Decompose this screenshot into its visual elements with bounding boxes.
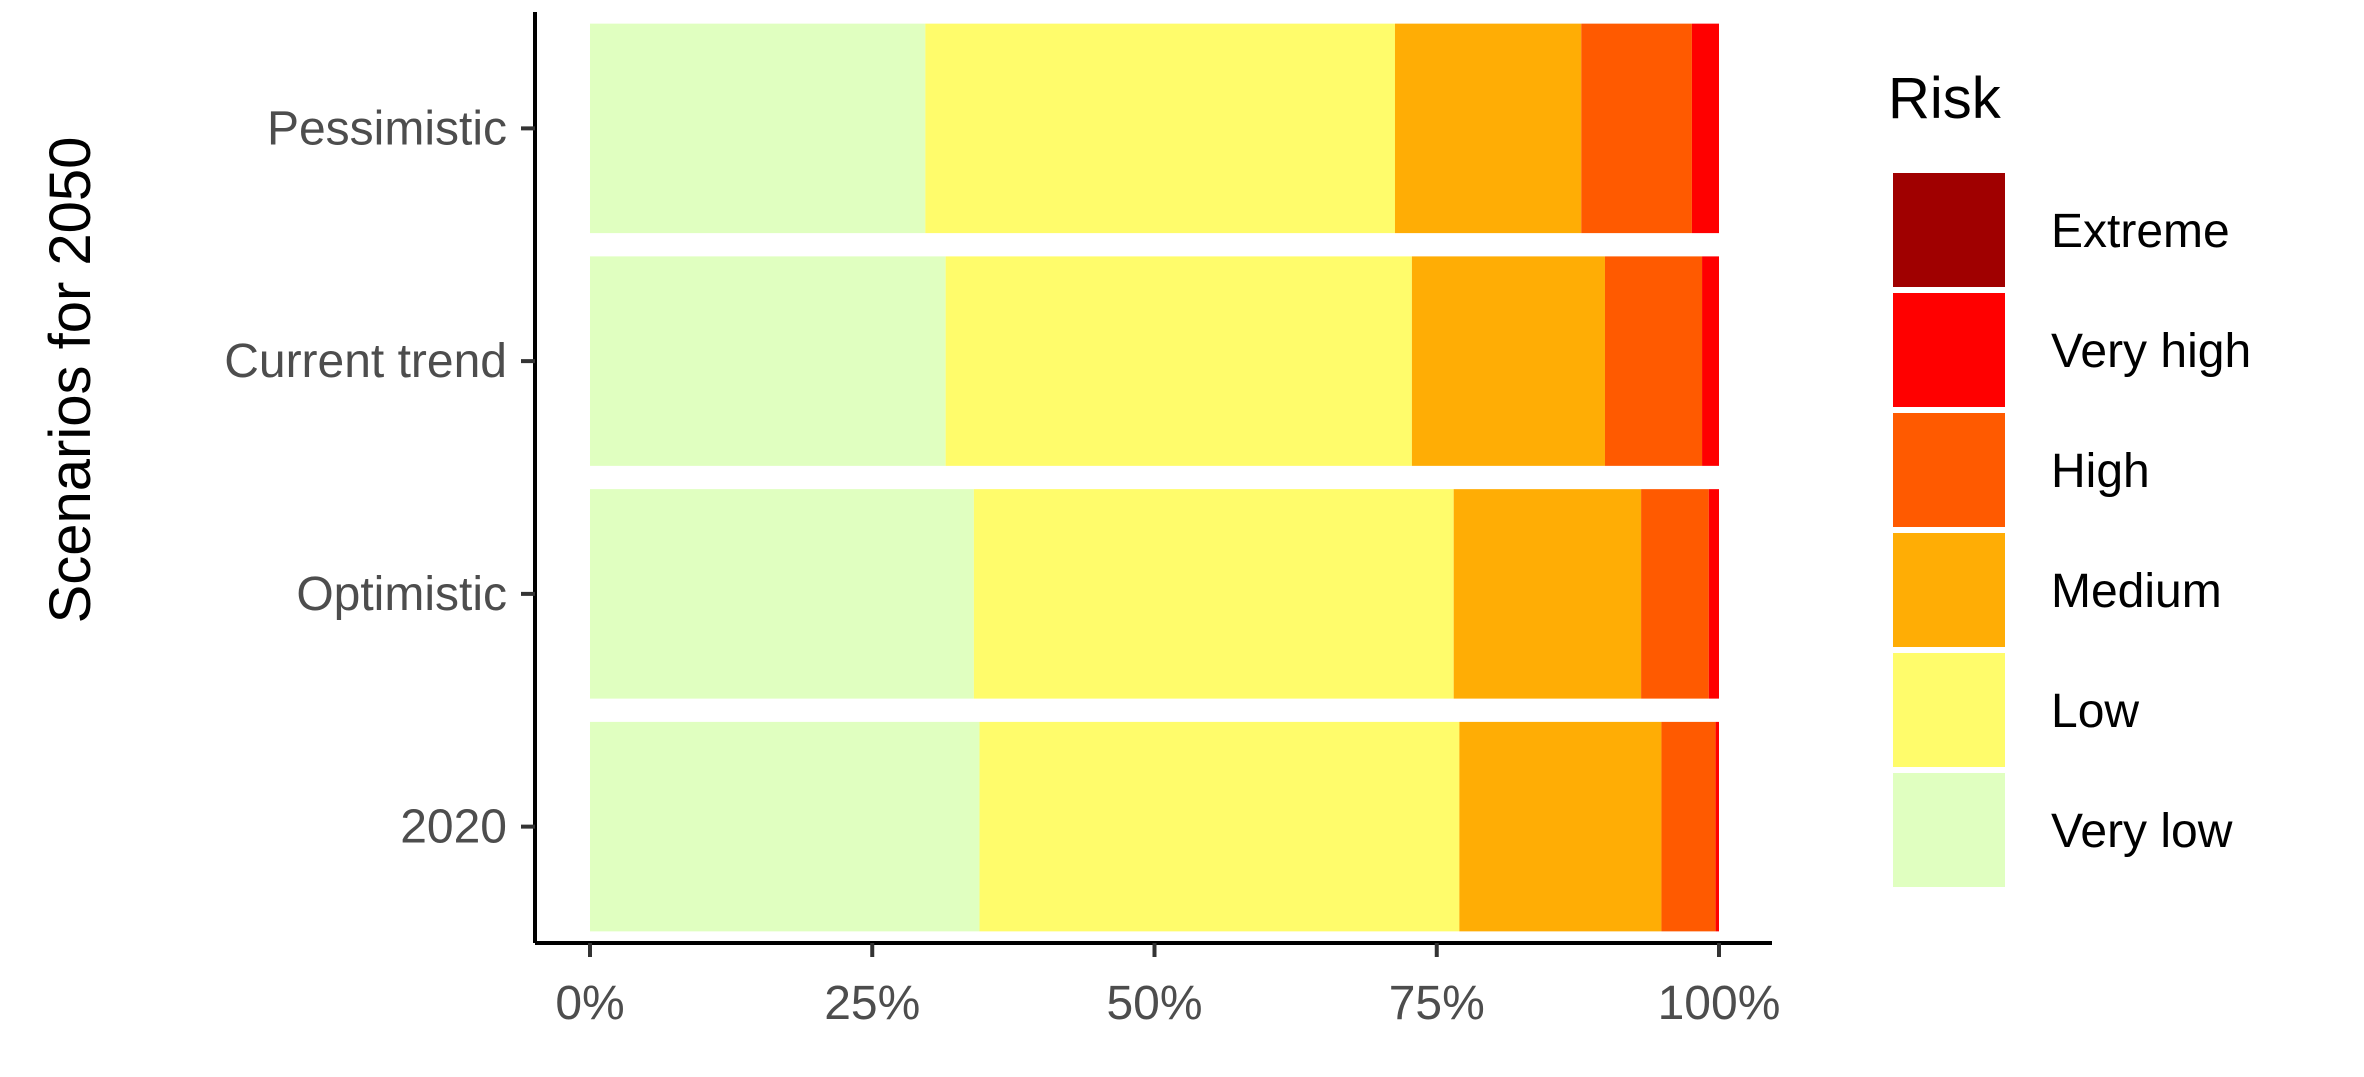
- legend-key-very-high: [1893, 293, 2005, 407]
- y-tick-label-optimistic: Optimistic: [296, 568, 507, 621]
- y-tick-label-pessimistic: Pessimistic: [267, 102, 507, 155]
- bar-pessimistic-high: [1581, 23, 1692, 234]
- bar-optimistic-high: [1641, 489, 1709, 699]
- bars-layer: [590, 23, 1719, 932]
- bar-current-trend-high: [1604, 256, 1703, 466]
- legend-key-low: [1893, 653, 2005, 767]
- y-tick-label-current-trend: Current trend: [224, 335, 507, 388]
- bar-optimistic-very-high: [1708, 489, 1719, 699]
- bar-2020-very-low: [590, 721, 980, 932]
- legend-key-high: [1893, 413, 2005, 527]
- bar-2020-low: [979, 721, 1460, 932]
- legend-label-medium: Medium: [2051, 565, 2222, 618]
- bar-2020-very-high: [1715, 721, 1719, 932]
- x-tick-label-100: 100%: [1658, 977, 1781, 1030]
- bar-pessimistic-very-low: [590, 23, 926, 234]
- legend-label-very-high: Very high: [2051, 325, 2251, 378]
- legend-key-extreme: [1893, 173, 2005, 287]
- bar-optimistic-very-low: [590, 489, 974, 699]
- legend-label-high: High: [2051, 445, 2150, 498]
- bar-2020-medium: [1459, 721, 1662, 932]
- bar-pessimistic-very-high: [1691, 23, 1719, 234]
- bar-current-trend-low: [945, 256, 1412, 466]
- axes-layer: Pessimistic Current trend Optimistic 2020 0%…: [224, 12, 1780, 1030]
- bar-current-trend-very-low: [590, 256, 946, 466]
- x-tick-label-75: 75%: [1389, 977, 1485, 1030]
- x-tick-label-50: 50%: [1106, 977, 1202, 1030]
- x-tick-label-0: 0%: [555, 977, 624, 1030]
- bar-pessimistic-medium: [1394, 23, 1582, 234]
- legend-title: Risk: [1888, 66, 2002, 131]
- legend-label-extreme: Extreme: [2051, 205, 2230, 258]
- bar-current-trend-very-high: [1702, 256, 1719, 466]
- bar-optimistic-low: [973, 489, 1454, 699]
- legend-key-medium: [1893, 533, 2005, 647]
- legend-label-very-low: Very low: [2051, 805, 2233, 858]
- y-axis-title: Scenarios for 2050: [38, 137, 103, 624]
- legend-key-very-low: [1893, 773, 2005, 887]
- legend: Risk Extreme Very high High Medium Low Very l…: [1888, 66, 2251, 887]
- y-tick-label-2020: 2020: [400, 801, 507, 854]
- legend-label-low: Low: [2051, 685, 2139, 738]
- bar-optimistic-medium: [1453, 489, 1642, 699]
- bar-2020-high: [1661, 721, 1716, 932]
- bar-pessimistic-low: [925, 23, 1395, 234]
- x-tick-label-25: 25%: [824, 977, 920, 1030]
- bar-current-trend-medium: [1411, 256, 1605, 466]
